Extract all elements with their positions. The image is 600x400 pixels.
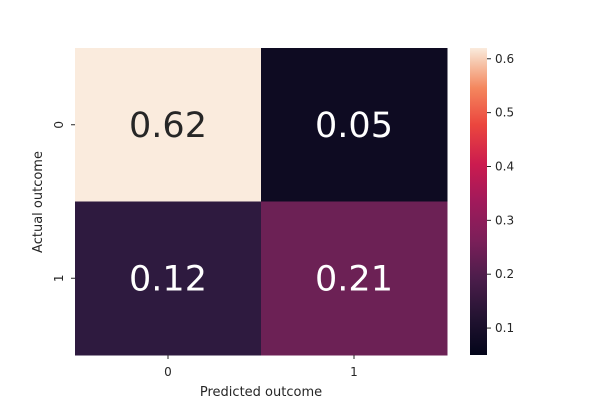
cell-value-label: 0.05 [315,106,393,146]
heatmap-annotations: 0.62 0.05 0.12 0.21 [129,106,393,300]
colorbar-tick-label: 0.6 [495,52,514,66]
y-tick-label: 1 [52,274,66,282]
cell-value-label: 0.21 [315,259,393,299]
y-tick-label: 0 [52,121,66,129]
colorbar-ticks: 0.1 0.2 0.3 0.4 0.5 0.6 [487,52,514,335]
heatmap-cell-0-1 [261,48,448,202]
heatmap-cell-0-0 [75,48,262,202]
heatmap-cells [75,48,448,356]
y-axis-ticks: 01 [52,121,75,282]
colorbar-tick-label: 0.3 [495,213,514,227]
cell-value-label: 0.12 [129,259,207,299]
x-tick-label: 0 [164,365,172,379]
heatmap-cell-1-0 [75,201,262,356]
colorbar-tick-label: 0.1 [495,321,514,335]
y-axis-label: Actual outcome [31,151,46,253]
colorbar-tick-label: 0.2 [495,267,514,281]
cell-value-label: 0.62 [129,106,207,146]
heatmap-cell-1-1 [261,201,448,356]
x-tick-label: 1 [350,365,358,379]
colorbar-tick-label: 0.4 [495,159,514,173]
colorbar [470,48,487,355]
x-axis-label: Predicted outcome [200,385,322,400]
colorbar-tick-label: 0.5 [495,106,514,120]
